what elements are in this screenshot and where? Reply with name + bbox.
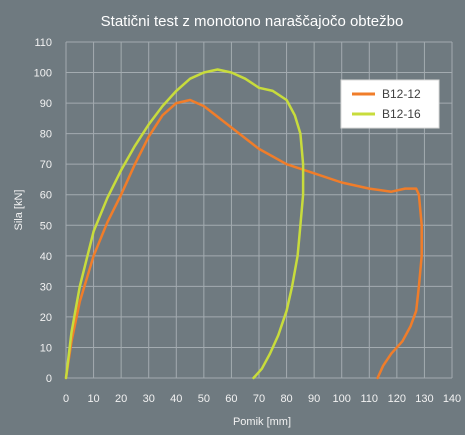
y-tick-label-70: 70 (40, 159, 52, 171)
legend-label-b12-12: B12-12 (382, 87, 421, 101)
chart-title: Statični test z monotono naraščajočo obt… (101, 13, 404, 30)
y-tick-label-60: 60 (40, 190, 52, 202)
series-layer (64, 68, 423, 380)
x-tick-label-110: 110 (361, 393, 379, 405)
axes: 0 10 20 30 40 50 60 70 80 90 100 110 120 130 140 0 10 20 3… (34, 37, 462, 405)
series-line-b12-16 (64, 68, 305, 380)
x-tick-label-10: 10 (87, 393, 99, 405)
x-tick-label-70: 70 (253, 393, 265, 405)
x-tick-label-140: 140 (443, 393, 461, 405)
x-tick-label-50: 50 (198, 393, 210, 405)
x-tick-label-100: 100 (333, 393, 351, 405)
x-tick-label-60: 60 (225, 393, 237, 405)
legend-label-b12-16: B12-16 (382, 107, 421, 121)
x-tick-label-80: 80 (280, 393, 292, 405)
x-tick-label-20: 20 (115, 393, 127, 405)
x-tick-label-30: 30 (143, 393, 155, 405)
y-tick-label-10: 10 (40, 342, 52, 354)
y-tick-label-50: 50 (40, 220, 52, 232)
legend: B12-12 B12-16 (340, 79, 440, 129)
legend-box (340, 79, 440, 129)
x-tick-label-0: 0 (63, 393, 69, 405)
y-tick-label-100: 100 (34, 68, 52, 80)
series-line-b12-12 (64, 98, 423, 380)
y-tick-label-20: 20 (40, 312, 52, 324)
x-axis-label: Pomik [mm] (233, 416, 291, 428)
y-tick-label-40: 40 (40, 251, 52, 263)
y-tick-label-80: 80 (40, 129, 52, 141)
x-tick-label-120: 120 (388, 393, 406, 405)
y-tick-label-90: 90 (40, 98, 52, 110)
y-axis-label: Sila [kN] (13, 190, 25, 231)
y-tick-label-30: 30 (40, 281, 52, 293)
x-tick-label-90: 90 (308, 393, 320, 405)
y-tick-label-110: 110 (34, 37, 52, 49)
x-tick-label-40: 40 (170, 393, 182, 405)
y-tick-label-0: 0 (46, 373, 52, 385)
x-tick-label-130: 130 (415, 393, 433, 405)
